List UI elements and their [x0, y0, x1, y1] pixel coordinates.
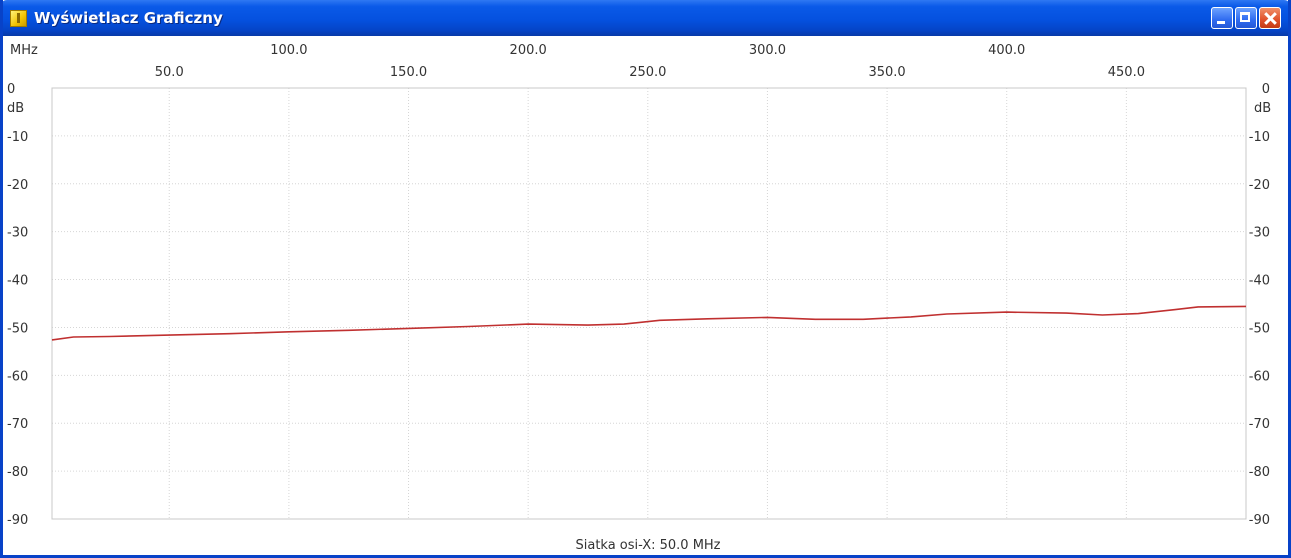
y-tick-label-left: -70 [7, 417, 28, 432]
app-icon [10, 10, 27, 27]
y-unit-label-left: dB [7, 101, 24, 116]
y-tick-label-right: 0 [1262, 82, 1270, 97]
y-tick-label-left: -40 [7, 274, 28, 289]
y-tick-label-right: -60 [1249, 369, 1270, 384]
x-unit-label: MHz [10, 43, 38, 58]
x-tick-label: 350.0 [868, 65, 905, 80]
y-unit-label-right: dB [1254, 101, 1271, 116]
y-tick-label-left: -20 [7, 178, 28, 193]
title-bar[interactable]: Wyświetlacz Graficzny [3, 0, 1288, 36]
y-tick-label-right: -90 [1249, 513, 1270, 528]
grid [52, 88, 1246, 519]
tick-labels: 100.0 200.0 300.0 400.0 50.0 150.0 250.0 350.0 4… [7, 43, 1270, 528]
maximize-button[interactable] [1235, 7, 1257, 29]
series-group [51, 305, 1247, 341]
y-tick-label-left: -10 [7, 130, 28, 145]
y-tick-label-left: -60 [7, 369, 28, 384]
x-grid-footer: Siatka osi-X: 50.0 MHz [575, 538, 720, 553]
x-tick-label: 200.0 [510, 43, 547, 58]
close-button[interactable] [1259, 7, 1281, 29]
x-tick-label: 100.0 [270, 43, 307, 58]
axis-labels: MHz dB dB Siatka osi-X: 50.0 MHz [7, 43, 1271, 553]
y-tick-label-left: -30 [7, 226, 28, 241]
y-tick-label-right: -40 [1249, 274, 1270, 289]
window-title: Wyświetlacz Graficzny [34, 9, 223, 27]
y-tick-label-left: -90 [7, 513, 28, 528]
y-tick-label-left: -50 [7, 321, 28, 336]
y-tick-label-right: -80 [1249, 465, 1270, 480]
x-tick-label: 150.0 [390, 65, 427, 80]
x-tick-label: 300.0 [749, 43, 786, 58]
y-tick-label-left: -80 [7, 465, 28, 480]
y-tick-label-right: -20 [1249, 178, 1270, 193]
plot-area [51, 87, 1247, 520]
x-tick-label: 250.0 [629, 65, 666, 80]
y-tick-label-right: -70 [1249, 417, 1270, 432]
minimize-button[interactable] [1211, 7, 1233, 29]
y-tick-label-left: 0 [7, 82, 15, 97]
x-tick-label: 50.0 [155, 65, 184, 80]
x-tick-label: 400.0 [988, 43, 1025, 58]
spectrum-plot: MHz dB dB Siatka osi-X: 50.0 MHz 100.0 20… [7, 43, 1271, 553]
y-tick-label-right: -50 [1249, 321, 1270, 336]
y-tick-label-right: -10 [1249, 130, 1270, 145]
x-tick-label: 450.0 [1108, 65, 1145, 80]
series-line [51, 305, 1247, 341]
y-tick-label-right: -30 [1249, 226, 1270, 241]
